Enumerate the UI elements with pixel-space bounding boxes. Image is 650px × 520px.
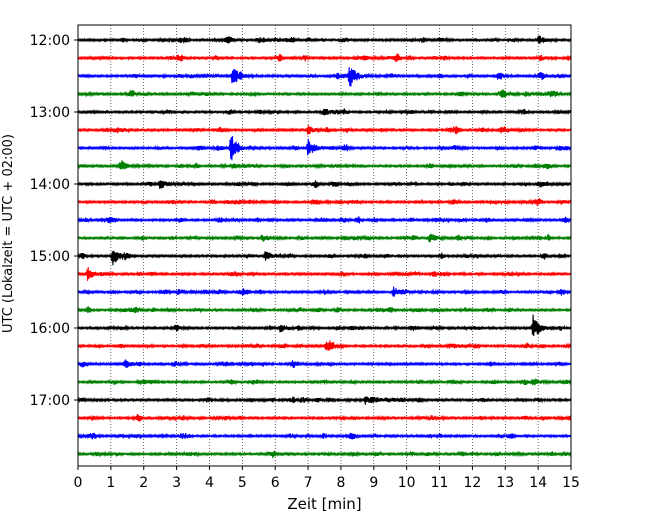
trace-1430 xyxy=(77,216,572,224)
trace-1730 xyxy=(77,432,572,440)
x-tick-label: 14 xyxy=(529,475,547,491)
x-tick-label: 6 xyxy=(271,475,280,491)
trace-1445 xyxy=(77,233,572,243)
y-tick-label: 15:00 xyxy=(30,249,70,265)
y-axis-label: UTC (Lokalzeit = UTC + 02:00) xyxy=(1,134,16,333)
y-tick-label: 14:00 xyxy=(30,177,70,193)
y-tick-label: 13:00 xyxy=(30,105,70,121)
trace-1245 xyxy=(77,89,572,98)
x-tick-label: 15 xyxy=(562,475,580,491)
trace-1230 xyxy=(77,67,572,87)
x-tick-label: 11 xyxy=(431,475,449,491)
y-tick-label: 12:00 xyxy=(30,33,70,49)
trace-1630 xyxy=(77,359,572,368)
x-tick-label: 3 xyxy=(172,475,181,491)
trace-1415 xyxy=(77,198,572,206)
x-tick-label: 4 xyxy=(205,475,214,491)
trace-1515 xyxy=(77,267,572,281)
trace-1400 xyxy=(77,180,572,189)
trace-1330 xyxy=(77,136,572,161)
x-tick-label: 10 xyxy=(398,475,416,491)
trace-1700 xyxy=(77,396,572,405)
x-tick-label: 0 xyxy=(74,475,83,491)
x-tick-label: 13 xyxy=(496,475,514,491)
trace-1345 xyxy=(77,160,572,170)
y-tick-label: 16:00 xyxy=(30,321,70,337)
trace-1545 xyxy=(77,305,572,314)
trace-1530 xyxy=(77,286,572,297)
trace-1715 xyxy=(77,413,572,422)
x-tick-label: 2 xyxy=(139,475,148,491)
trace-1300 xyxy=(77,108,572,116)
trace-1200 xyxy=(77,35,572,44)
trace-1500 xyxy=(77,250,572,266)
plot-frame xyxy=(77,24,572,467)
x-tick-label: 1 xyxy=(106,475,115,491)
trace-1315 xyxy=(77,125,572,135)
x-tick-label: 12 xyxy=(463,475,481,491)
x-tick-label: 7 xyxy=(304,475,313,491)
y-tick-label: 17:00 xyxy=(30,393,70,409)
trace-layer xyxy=(77,35,572,459)
tick-layer: 0 1 2 3 4 5 6 7 8 9 10 11 12 13 14 1512:0013:0014:0015:… xyxy=(30,33,580,491)
x-tick-label: 9 xyxy=(369,475,378,491)
trace-1215 xyxy=(77,53,572,62)
trace-1615 xyxy=(77,340,572,351)
trace-1645 xyxy=(77,378,572,386)
trace-1745 xyxy=(77,450,572,459)
x-tick-label: 5 xyxy=(238,475,247,491)
x-tick-label: 8 xyxy=(336,475,345,491)
trace-1600 xyxy=(77,314,572,337)
x-axis-label: Zeit [min] xyxy=(287,495,361,513)
